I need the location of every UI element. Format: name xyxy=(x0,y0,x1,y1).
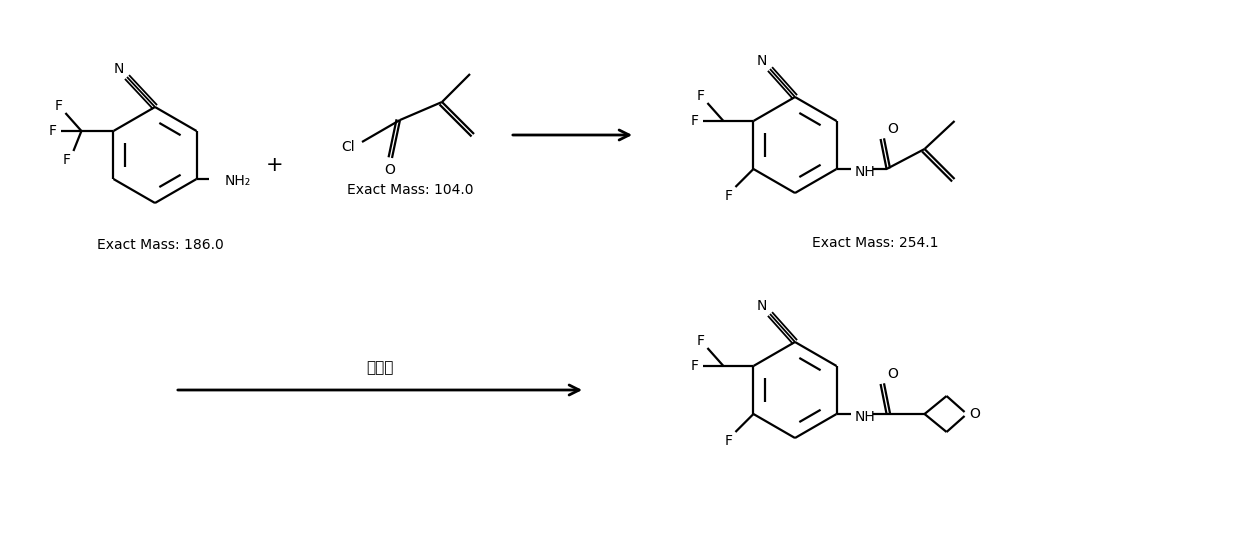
Text: F: F xyxy=(725,434,732,448)
Text: NH: NH xyxy=(854,410,875,424)
Text: 双氧水: 双氧水 xyxy=(367,361,394,375)
Text: O: O xyxy=(887,367,898,381)
Text: F: F xyxy=(62,153,71,167)
Text: N: N xyxy=(757,54,767,68)
Text: O: O xyxy=(887,122,898,136)
Text: F: F xyxy=(696,334,705,348)
Text: +: + xyxy=(266,155,284,175)
Text: F: F xyxy=(696,89,705,103)
Text: O: O xyxy=(384,163,395,177)
Text: NH: NH xyxy=(854,165,875,179)
Text: F: F xyxy=(690,359,699,373)
Text: F: F xyxy=(48,124,57,138)
Text: Exact Mass: 254.1: Exact Mass: 254.1 xyxy=(812,236,938,250)
Text: Cl: Cl xyxy=(341,140,354,154)
Text: F: F xyxy=(725,189,732,203)
Text: N: N xyxy=(114,62,124,76)
Text: Exact Mass: 186.0: Exact Mass: 186.0 xyxy=(97,238,223,252)
Text: N: N xyxy=(757,299,767,313)
Text: F: F xyxy=(55,99,62,113)
Text: O: O xyxy=(969,407,980,421)
Text: F: F xyxy=(690,114,699,128)
Text: Exact Mass: 104.0: Exact Mass: 104.0 xyxy=(347,183,473,197)
Text: NH₂: NH₂ xyxy=(224,174,250,188)
